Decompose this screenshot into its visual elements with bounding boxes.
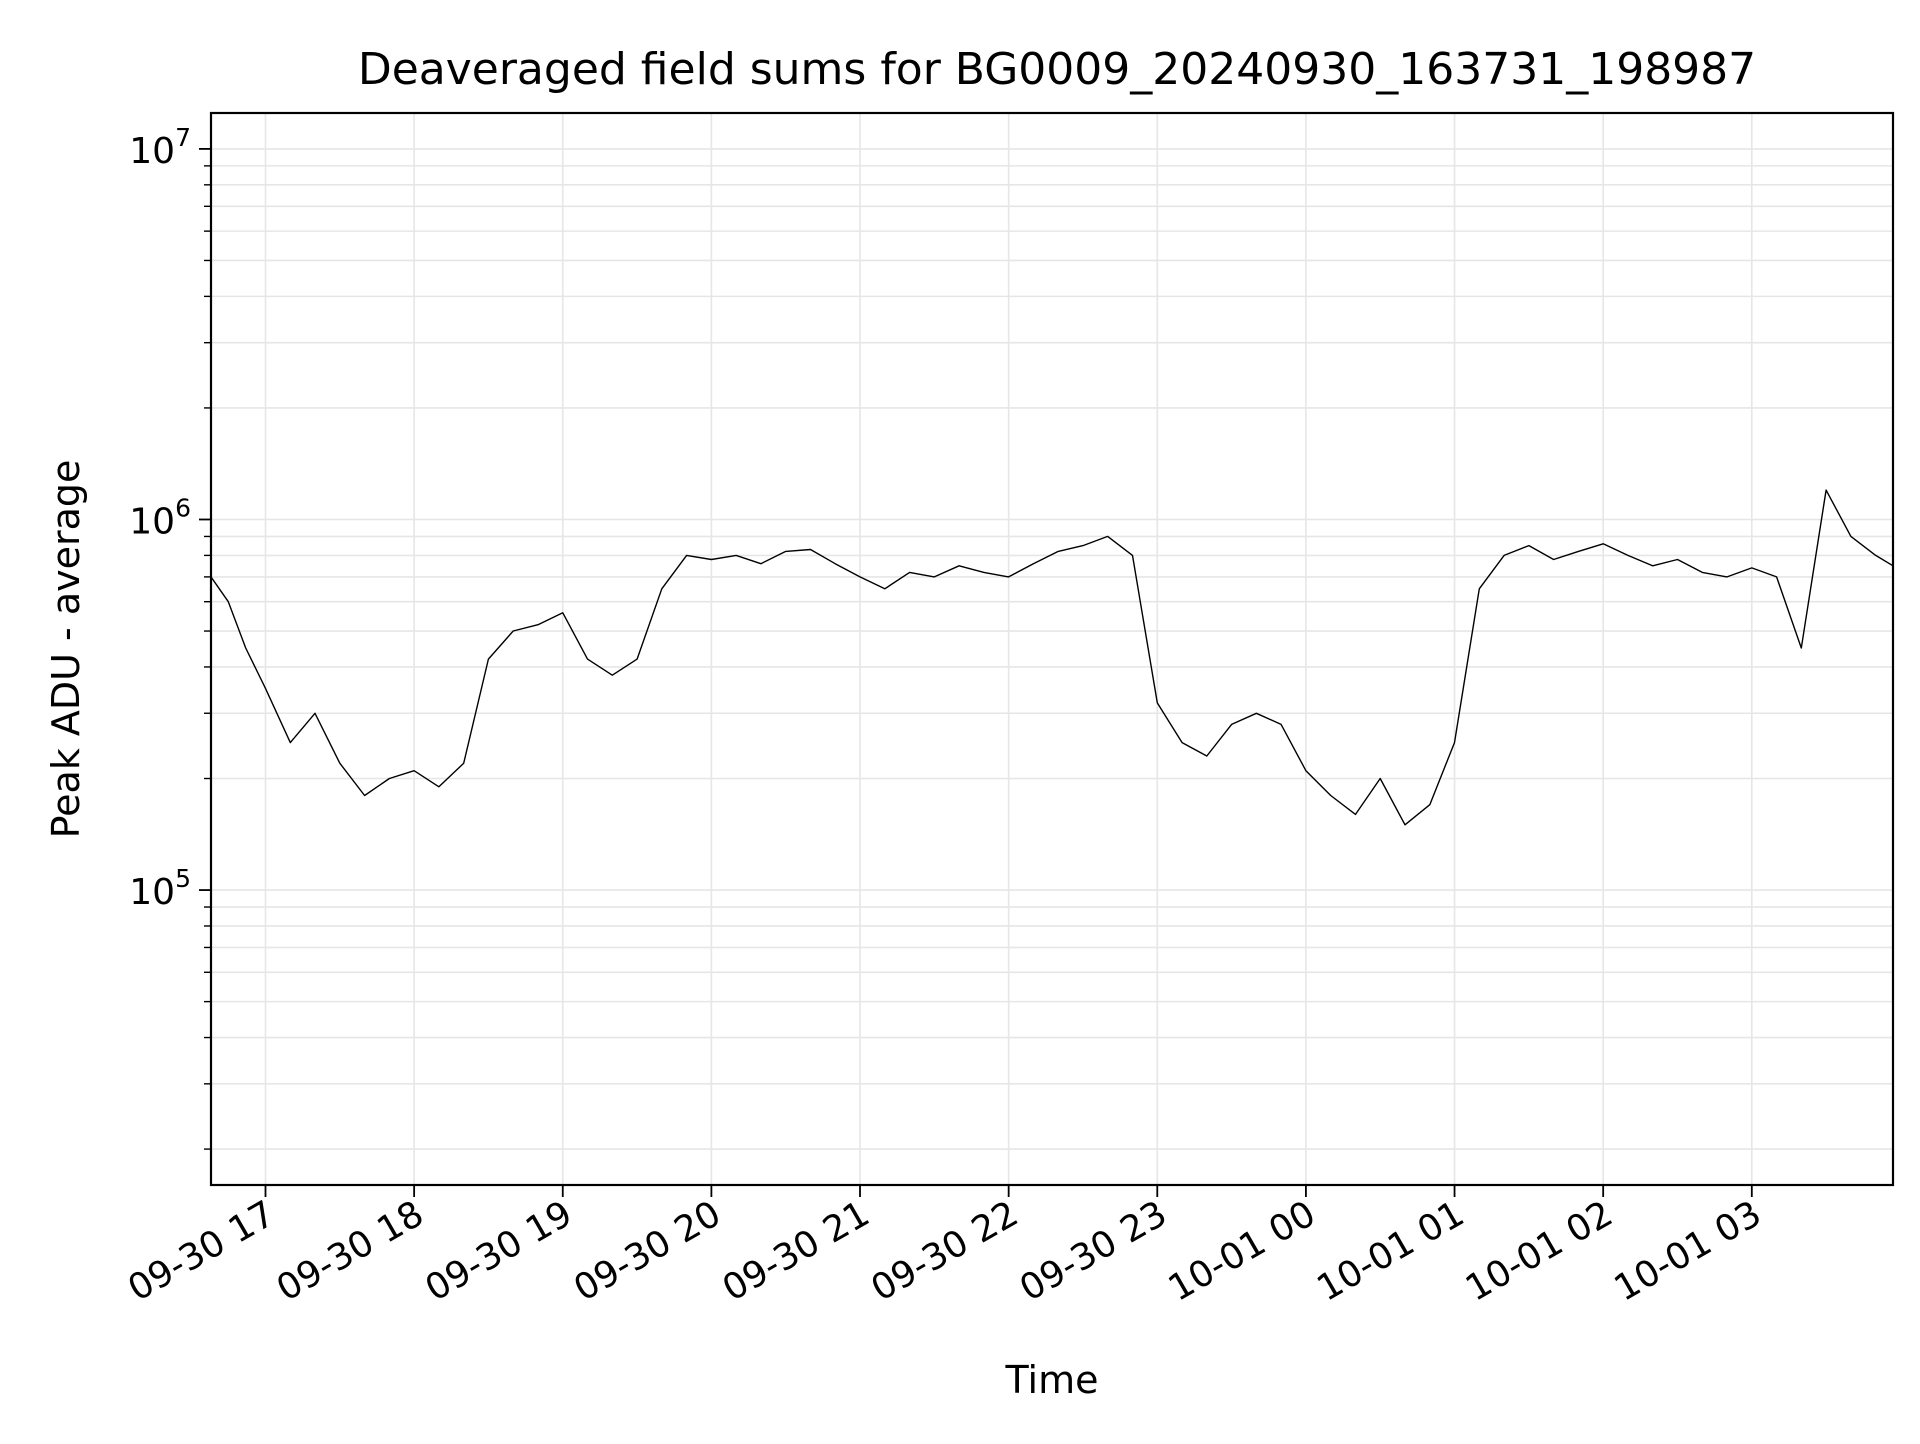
x-tick-label: 09-30 22 — [864, 1193, 1025, 1309]
series-line — [211, 489, 1893, 826]
y-tick-label: 107 — [129, 123, 191, 172]
x-axis-label: Time — [1005, 1358, 1099, 1402]
x-tick-label: 10-01 03 — [1608, 1193, 1769, 1309]
plot-frame — [209, 111, 1895, 1187]
x-tick-label: 09-30 21 — [716, 1193, 877, 1309]
series-layer — [211, 489, 1893, 826]
x-tick-label: 09-30 20 — [567, 1193, 728, 1309]
x-tick-label: 09-30 23 — [1013, 1193, 1174, 1309]
y-tick-label: 106 — [129, 493, 191, 542]
y-axis: 105 106 107 — [129, 123, 211, 1150]
x-tick-label: 10-01 02 — [1459, 1193, 1620, 1309]
chart-title: Deaveraged field sums for BG0009_2024093… — [358, 44, 1756, 95]
plot-area — [211, 489, 1893, 826]
y-tick-label: 105 — [129, 864, 191, 913]
x-tick-label: 10-01 00 — [1162, 1193, 1323, 1309]
y-axis-label: Peak ADU - average — [44, 460, 88, 839]
x-tick-label: 09-30 19 — [419, 1193, 580, 1309]
x-tick-label: 09-30 18 — [270, 1193, 431, 1309]
grid-layer — [211, 113, 1893, 1185]
x-tick-label: 10-01 01 — [1310, 1193, 1471, 1309]
x-tick-label: 09-30 17 — [121, 1193, 282, 1309]
